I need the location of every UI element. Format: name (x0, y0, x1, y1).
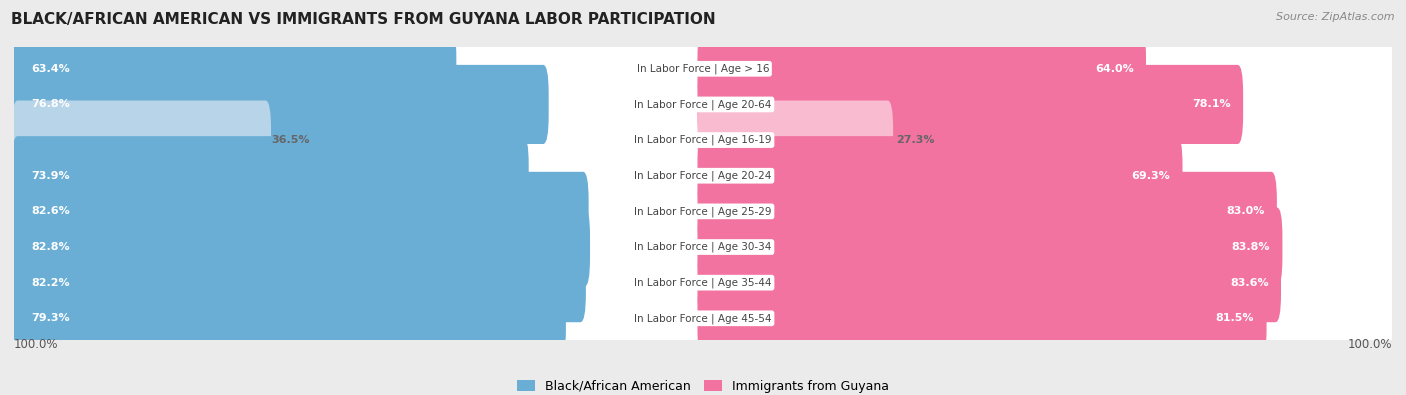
FancyBboxPatch shape (8, 85, 1398, 196)
FancyBboxPatch shape (13, 65, 548, 144)
Text: 27.3%: 27.3% (897, 135, 935, 145)
Text: 78.1%: 78.1% (1192, 100, 1230, 109)
FancyBboxPatch shape (697, 136, 1182, 215)
Text: In Labor Force | Age 35-44: In Labor Force | Age 35-44 (634, 277, 772, 288)
Text: In Labor Force | Age 45-54: In Labor Force | Age 45-54 (634, 313, 772, 324)
Text: 73.9%: 73.9% (31, 171, 70, 181)
FancyBboxPatch shape (8, 228, 1398, 338)
FancyBboxPatch shape (697, 100, 893, 180)
FancyBboxPatch shape (11, 93, 1395, 187)
FancyBboxPatch shape (11, 236, 1395, 329)
FancyBboxPatch shape (13, 172, 589, 251)
FancyBboxPatch shape (8, 263, 1398, 374)
Text: 100.0%: 100.0% (1347, 338, 1392, 351)
Legend: Black/African American, Immigrants from Guyana: Black/African American, Immigrants from … (512, 375, 894, 395)
Text: In Labor Force | Age > 16: In Labor Force | Age > 16 (637, 64, 769, 74)
Text: 36.5%: 36.5% (271, 135, 309, 145)
FancyBboxPatch shape (11, 165, 1395, 258)
Text: 82.8%: 82.8% (31, 242, 70, 252)
Text: In Labor Force | Age 30-34: In Labor Force | Age 30-34 (634, 242, 772, 252)
FancyBboxPatch shape (11, 58, 1395, 151)
FancyBboxPatch shape (13, 100, 271, 180)
FancyBboxPatch shape (11, 272, 1395, 365)
FancyBboxPatch shape (13, 207, 591, 287)
FancyBboxPatch shape (697, 279, 1267, 358)
FancyBboxPatch shape (8, 120, 1398, 231)
FancyBboxPatch shape (697, 29, 1146, 108)
FancyBboxPatch shape (11, 129, 1395, 222)
Text: In Labor Force | Age 16-19: In Labor Force | Age 16-19 (634, 135, 772, 145)
Text: Source: ZipAtlas.com: Source: ZipAtlas.com (1277, 12, 1395, 22)
FancyBboxPatch shape (697, 172, 1277, 251)
Text: 100.0%: 100.0% (14, 338, 59, 351)
Text: 64.0%: 64.0% (1095, 64, 1133, 74)
Text: 76.8%: 76.8% (31, 100, 70, 109)
FancyBboxPatch shape (697, 65, 1243, 144)
FancyBboxPatch shape (11, 200, 1395, 294)
FancyBboxPatch shape (11, 22, 1395, 115)
FancyBboxPatch shape (8, 13, 1398, 124)
Text: In Labor Force | Age 20-64: In Labor Force | Age 20-64 (634, 99, 772, 110)
Text: 79.3%: 79.3% (31, 313, 70, 324)
FancyBboxPatch shape (8, 156, 1398, 267)
FancyBboxPatch shape (13, 29, 457, 108)
FancyBboxPatch shape (697, 207, 1282, 287)
Text: 83.0%: 83.0% (1226, 206, 1264, 216)
Text: 63.4%: 63.4% (31, 64, 70, 74)
Text: In Labor Force | Age 25-29: In Labor Force | Age 25-29 (634, 206, 772, 216)
FancyBboxPatch shape (8, 192, 1398, 302)
Text: 83.8%: 83.8% (1232, 242, 1270, 252)
Text: 69.3%: 69.3% (1132, 171, 1170, 181)
Text: In Labor Force | Age 20-24: In Labor Force | Age 20-24 (634, 171, 772, 181)
Text: 83.6%: 83.6% (1230, 278, 1268, 288)
FancyBboxPatch shape (13, 279, 565, 358)
Text: BLACK/AFRICAN AMERICAN VS IMMIGRANTS FROM GUYANA LABOR PARTICIPATION: BLACK/AFRICAN AMERICAN VS IMMIGRANTS FRO… (11, 12, 716, 27)
FancyBboxPatch shape (8, 49, 1398, 160)
FancyBboxPatch shape (13, 243, 586, 322)
Text: 82.6%: 82.6% (31, 206, 70, 216)
FancyBboxPatch shape (697, 243, 1281, 322)
Text: 82.2%: 82.2% (31, 278, 70, 288)
FancyBboxPatch shape (13, 136, 529, 215)
Text: 81.5%: 81.5% (1216, 313, 1254, 324)
